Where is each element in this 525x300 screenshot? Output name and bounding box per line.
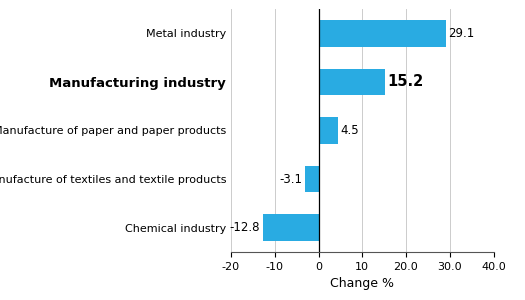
X-axis label: Change %: Change % [330, 277, 394, 290]
Text: 29.1: 29.1 [448, 27, 474, 40]
Bar [262, 214, 319, 241]
Text: -3.1: -3.1 [280, 172, 303, 186]
Bar [319, 117, 338, 144]
Bar [319, 20, 446, 47]
Text: 15.2: 15.2 [387, 74, 424, 89]
Bar [319, 69, 385, 95]
Text: -12.8: -12.8 [230, 221, 260, 234]
Text: 4.5: 4.5 [340, 124, 359, 137]
Bar [305, 166, 319, 192]
